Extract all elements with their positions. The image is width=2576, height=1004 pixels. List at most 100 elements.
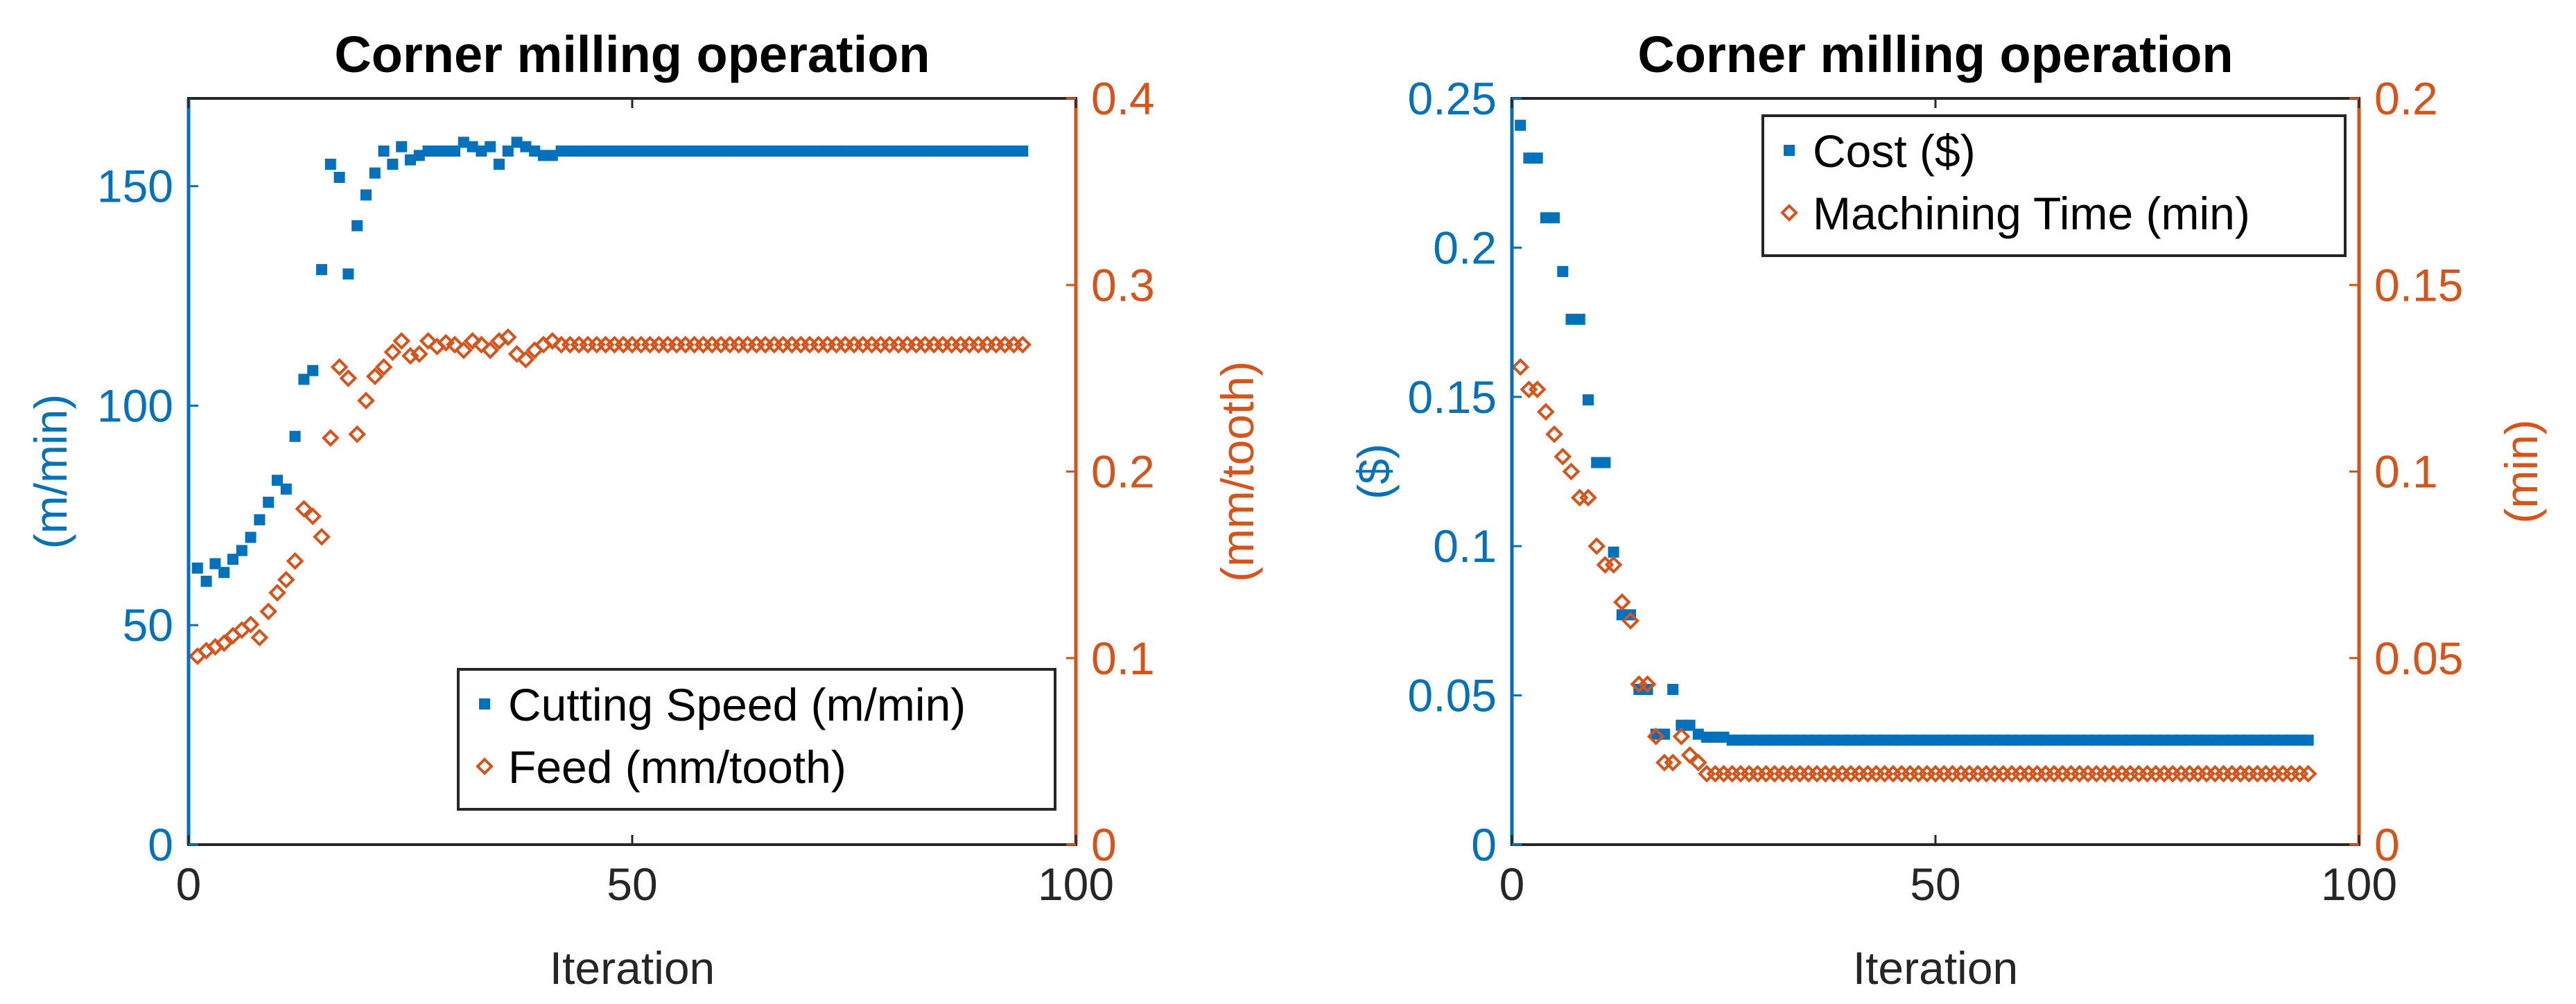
panel-1-legend-symbol-1 [1780,204,1798,222]
panel-1-series-0-point [2014,734,2026,746]
panel-0-series-0-point [821,146,833,157]
panel-0-series-0-point [529,146,541,157]
panel-0-series-1-point [383,343,402,362]
panel-0-series-1-point [365,367,384,386]
panel-0-series-1-point [330,358,349,376]
panel-0-series-0-point [555,146,567,157]
panel-1-series-0-point [2201,734,2213,746]
panel-0-series-0-point [324,159,336,170]
panel-1-series-0-point [1997,734,2009,746]
panel-1-legend-entry-0: Cost ($) [1813,125,1976,177]
panel-0-series-0-point [724,146,736,157]
panel-1-series-0-point [2192,734,2204,746]
panel-0-series-0-point [191,562,203,574]
panel-0-series-0-point [600,146,611,157]
panel-1-series-0-point [2175,734,2187,746]
panel-0-series-0-point [804,146,815,157]
panel-0-series-0-point [627,146,638,157]
panel-1-legend-marker-1 [1780,204,1798,222]
panel-0-series-1-point [188,647,207,665]
panel-0-series-0-point [449,146,460,157]
panel-1-series-0-point [1549,212,1560,224]
panel-0-series-0-point [973,146,984,157]
panel-1-data-marks [1511,119,2317,783]
panel-1-series-1-point [1689,753,1707,772]
panel-0-series-0-point [875,146,887,157]
panel-0-x-tick-label: 100 [1038,858,1114,910]
panel-0-series-0-point [582,146,593,157]
panel-1-left-y-tick-label: 0.05 [1408,670,1497,721]
panel-1-series-0-point [1887,734,1899,746]
panel-0-left-y-tick-label: 100 [97,380,173,431]
panel-0-legend-entry-0: Cutting Speed (m/min) [508,679,966,730]
panel-1-series-0-point [2243,734,2255,746]
panel-1-series-0-point [1854,734,1865,746]
panel-0-series-0-point [964,146,975,157]
panel-0-series-1-point [259,602,278,621]
panel-0-series-0-point [422,146,434,157]
panel-1-series-1-point [1545,425,1563,443]
panel-0-series-0-point [245,531,256,543]
panel-0-series-0-point [635,146,647,157]
panel-1-series-0-point [2302,734,2314,746]
panel-1-series-1-point [2299,764,2317,783]
panel-0-series-0-point [653,146,665,157]
panel-0-series-0-point [742,146,754,157]
panel-0-series-0-point [307,364,319,376]
panel-1-series-0-point [2057,734,2069,746]
panel-0-series-0-point [697,146,709,157]
panel-0-series-0-point [777,146,789,157]
panel-0-series-0-point [609,146,620,157]
panel-0-series-0-point [999,146,1011,157]
panel-1-series-0-point [1667,683,1679,695]
panel-0-series-0-point [591,146,602,157]
panel-1-series-0-point [2023,734,2035,746]
chart-panel-right: 0 50 10000.050.10.150.20.2500.050.10.150.2… [1348,26,2547,994]
panel-1-series-0-point [1777,734,1789,746]
panel-0-right-y-tick-label: 0.4 [1091,73,1155,124]
panel-1-series-1-point [1664,753,1682,772]
panel-0-series-0-point [928,146,940,157]
panel-0-series-0-point [511,136,523,148]
panel-0-series-0-point [431,146,443,157]
panel-1-series-1-point [1554,448,1572,466]
panel-1-series-0-point [2218,734,2229,746]
panel-0-series-0-point [369,167,381,179]
panel-1-series-0-point [2073,734,2085,746]
panel-0-left-y-tick-label: 0 [148,819,173,870]
panel-0-series-0-point [706,146,718,157]
panel-0-series-0-point [1017,146,1029,157]
panel-0-data-marks [188,136,1032,665]
panel-1-series-1-point [1638,675,1657,694]
panel-0-series-0-point [360,189,372,201]
panel-0-series-0-point [910,146,922,157]
panel-0-series-1-point [215,634,234,653]
panel-0-series-1-point [304,507,322,525]
panel-1-series-0-point [2294,734,2306,746]
panel-0-series-1-point [250,628,269,646]
panel-0-series-0-point [564,146,576,157]
panel-0-series-0-point [467,141,478,152]
panel-0-series-0-point [476,146,487,157]
panel-0-series-1-point [348,425,367,443]
panel-0-series-1-point [507,345,526,363]
panel-0-legend-symbol-0 [479,698,490,710]
panel-1-left-y-tick-label: 0 [1471,819,1497,870]
panel-1-series-0-point [1701,731,1713,743]
panel-0-series-0-point [280,483,292,495]
panel-1-series-0-point [2091,734,2103,746]
panel-1-series-0-point [1768,734,1780,746]
panel-1-series-0-point [1709,731,1721,743]
panel-0-series-0-point [830,146,842,157]
panel-1-series-0-point [1752,734,1764,746]
panel-1-series-0-point [2099,734,2111,746]
panel-0-series-0-point [272,475,283,486]
panel-1-series-0-point [1760,734,1772,746]
panel-0-legend-marker-1 [476,757,494,775]
panel-0-series-0-point [751,146,763,157]
panel-0-x-tick-label: 50 [607,858,657,910]
panel-1-series-1-point [1680,746,1699,764]
panel-0-series-0-point [893,146,904,157]
